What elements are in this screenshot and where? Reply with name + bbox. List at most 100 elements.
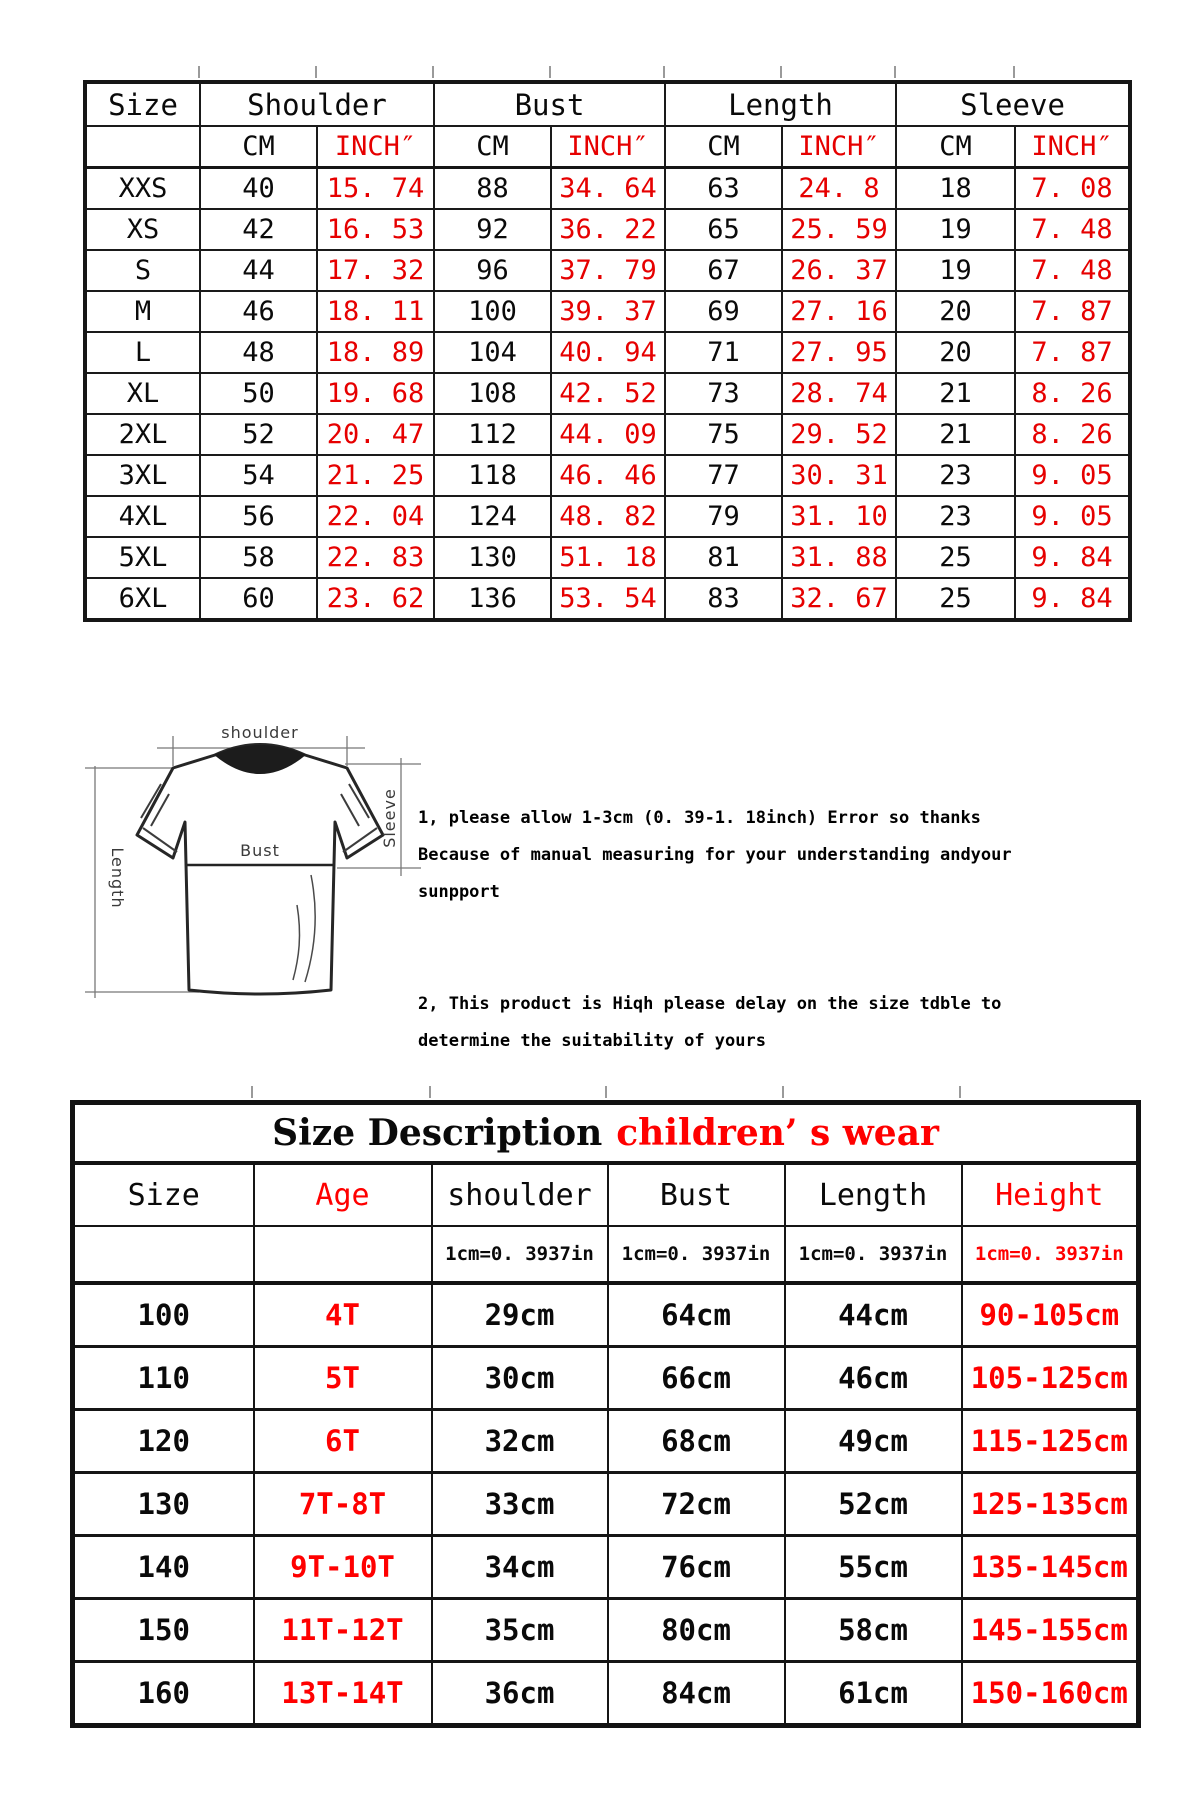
- grid-tick: [549, 66, 551, 78]
- cell: 63: [664, 166, 783, 210]
- unit-note: 1cm=0. 3937in: [430, 1225, 609, 1285]
- cell: 124: [433, 495, 552, 538]
- cell: 28. 74: [780, 372, 898, 415]
- cell: 44: [199, 249, 318, 292]
- cell: 108: [433, 372, 552, 415]
- cell: 34. 64: [550, 166, 666, 210]
- cell: 73: [664, 372, 783, 415]
- cell: 42. 52: [550, 372, 666, 415]
- adult-col-shoulder: Shoulder: [199, 81, 435, 127]
- cell: 6T: [252, 1408, 433, 1474]
- cell: 20. 47: [316, 413, 435, 456]
- cell: 22. 04: [316, 495, 435, 538]
- cell: 90-105cm: [960, 1282, 1140, 1348]
- cell: 36. 22: [550, 208, 666, 251]
- cell: 50: [199, 372, 318, 415]
- cell: 100: [433, 290, 552, 333]
- cell: [71, 1225, 255, 1285]
- cell: 23. 62: [316, 577, 435, 621]
- cell: 55cm: [783, 1534, 963, 1600]
- grid-tick: [315, 66, 317, 78]
- table-row: 130 7T-8T 33cm 72cm 52cm 125-135cm: [71, 1471, 1140, 1537]
- cell: 110: [71, 1345, 255, 1411]
- cell: 25: [895, 536, 1017, 579]
- cell: 118: [433, 454, 552, 497]
- cell: 4XL: [84, 495, 201, 538]
- cell: 30cm: [430, 1345, 609, 1411]
- cell: 92: [433, 208, 552, 251]
- cell: 25. 59: [780, 208, 898, 251]
- cell: M: [84, 290, 201, 333]
- cell: 26. 37: [780, 249, 898, 292]
- kids-col-size: Size: [71, 1162, 255, 1227]
- cell: 5XL: [84, 536, 201, 579]
- cell: 160: [71, 1660, 255, 1727]
- cell: 19: [895, 208, 1017, 251]
- cell: 34cm: [430, 1534, 609, 1600]
- cell: 35cm: [430, 1597, 609, 1663]
- grid-tick: [429, 1086, 431, 1098]
- cell: 39. 37: [550, 290, 666, 333]
- cell: 130: [433, 536, 552, 579]
- cell: 136: [433, 577, 552, 621]
- kids-title-red: children’ s wear: [616, 1112, 939, 1154]
- table-row: M 46 18. 11 100 39. 37 69 27. 16 20 7. 87: [84, 290, 1132, 333]
- adult-size-table: Size Shoulder Bust Length Sleeve CM INCH…: [83, 80, 1133, 622]
- grid-tick: [894, 66, 896, 78]
- grid-tick: [1013, 66, 1015, 78]
- table-row: 160 13T-14T 36cm 84cm 61cm 150-160cm: [71, 1660, 1140, 1727]
- kids-col-age: Age: [252, 1162, 433, 1227]
- cell: 140: [71, 1534, 255, 1600]
- cell: 18. 89: [316, 331, 435, 374]
- cell: 6XL: [84, 577, 201, 621]
- cell: 17. 32: [316, 249, 435, 292]
- table-row: 100 4T 29cm 64cm 44cm 90-105cm: [71, 1282, 1140, 1348]
- cell: 40: [199, 166, 318, 210]
- cell: 29. 52: [780, 413, 898, 456]
- cell: 20: [895, 331, 1017, 374]
- cell: 46. 46: [550, 454, 666, 497]
- cell: 64cm: [606, 1282, 786, 1348]
- cell: 33cm: [430, 1471, 609, 1537]
- grid-tick: [198, 66, 200, 78]
- cell: 20: [895, 290, 1017, 333]
- cell: 19. 68: [316, 372, 435, 415]
- cell: 8. 26: [1014, 372, 1132, 415]
- table-row: 2XL 52 20. 47 112 44. 09 75 29. 52 21 8. 26: [84, 413, 1132, 456]
- cell: 22. 83: [316, 536, 435, 579]
- cell: 23: [895, 495, 1017, 538]
- kids-col-height: Height: [960, 1162, 1140, 1227]
- tshirt-measure-diagram: shoulder Bust Length Sleeve: [85, 723, 421, 998]
- cell: 18. 11: [316, 290, 435, 333]
- adult-header-row: Size Shoulder Bust Length Sleeve: [84, 81, 1132, 127]
- tshirt-collar: [214, 745, 306, 774]
- cell: 120: [71, 1408, 255, 1474]
- cell: 19: [895, 249, 1017, 292]
- cell: 60: [199, 577, 318, 621]
- label-bust: Bust: [240, 841, 280, 860]
- note-1: 1, please allow 1-3cm (0. 39-1. 18inch) …: [418, 808, 1012, 902]
- cell: 115-125cm: [960, 1408, 1140, 1474]
- kids-units-row: 1cm=0. 3937in 1cm=0. 3937in 1cm=0. 3937i…: [71, 1225, 1140, 1285]
- table-row: 110 5T 30cm 66cm 46cm 105-125cm: [71, 1345, 1140, 1411]
- grid-tick: [959, 1086, 961, 1098]
- cell: 2XL: [84, 413, 201, 456]
- cell: 135-145cm: [960, 1534, 1140, 1600]
- unit-cm: CM: [664, 125, 783, 169]
- cell: 72cm: [606, 1471, 786, 1537]
- adult-col-length: Length: [663, 81, 898, 127]
- cell: 27. 16: [780, 290, 898, 333]
- adult-units-row: CM INCH″ CM INCH″ CM INCH″ CM INCH″: [84, 125, 1132, 169]
- table-row: XS 42 16. 53 92 36. 22 65 25. 59 19 7. 48: [84, 208, 1132, 251]
- cell: 5T: [252, 1345, 433, 1411]
- table-row: 140 9T-10T 34cm 76cm 55cm 135-145cm: [71, 1534, 1140, 1600]
- grid-tick: [663, 66, 665, 78]
- cell: 31. 88: [780, 536, 898, 579]
- cell: 40. 94: [550, 331, 666, 374]
- tshirt-outline: [135, 743, 385, 996]
- cell: 67: [664, 249, 783, 292]
- label-length: Length: [108, 847, 127, 908]
- cell: 79: [664, 495, 783, 538]
- cell: 18: [895, 166, 1017, 210]
- adult-col-size: Size: [84, 81, 201, 127]
